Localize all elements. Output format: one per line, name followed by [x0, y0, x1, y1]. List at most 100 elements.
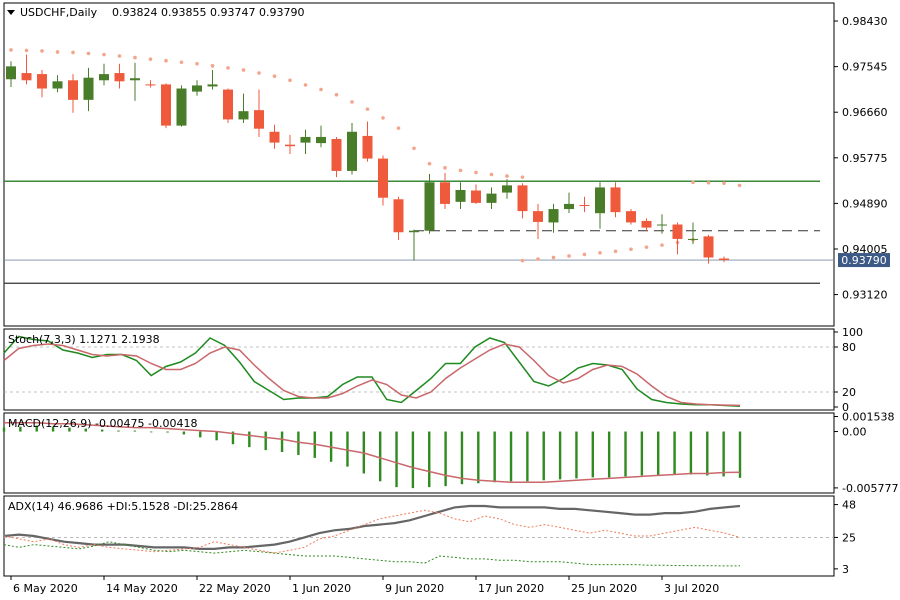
sar-dot	[613, 249, 618, 254]
sar-dot	[536, 257, 540, 261]
candle-body	[378, 158, 388, 198]
sar-dot	[55, 50, 60, 54]
sar-dot	[396, 126, 401, 130]
macd-bar	[477, 431, 480, 484]
macd-bar	[722, 431, 725, 477]
current-price-label: 0.93790	[841, 254, 887, 267]
sar-dot	[427, 161, 432, 166]
price-y-label: 0.94890	[842, 197, 888, 210]
candle	[145, 80, 156, 88]
candle	[192, 80, 202, 96]
macd-caption: MACD(12,26,9) -0.00475 -0.00418	[8, 417, 197, 430]
price-y-label: 0.98430	[842, 15, 888, 28]
date-x-axis: 6 May 2020 14 May 2020 22 May 2020 1 Jun 20…	[10, 576, 719, 595]
sar-dot	[257, 71, 261, 75]
stochastic-caption: Stoch(7,3,3) 1.1271 2.1938	[8, 333, 160, 346]
candle	[455, 182, 466, 210]
candle	[68, 74, 78, 113]
sar-dot	[489, 172, 494, 177]
macd-bar	[526, 431, 529, 482]
candle	[641, 218, 652, 232]
candle	[130, 62, 140, 101]
adx-caption: ADX(14) 46.9686 +DI:5.1528 -DI:25.2864	[8, 500, 238, 513]
macd-bar	[100, 429, 104, 432]
macd-bar	[575, 431, 578, 479]
candle	[502, 179, 512, 199]
macd-bar	[215, 431, 218, 441]
sar-dot	[71, 50, 75, 55]
price-horizontal-lines[interactable]	[4, 180, 834, 284]
adx-panel[interactable]: 48 25 3 ADX(14) 46.9686 +DI:5.1528 -DI:25.…	[3, 495, 856, 577]
adx-lines	[3, 504, 741, 567]
candle	[176, 85, 187, 127]
macd-bar	[411, 431, 415, 489]
sar-dot	[179, 60, 184, 65]
stochastic-signal-line	[3, 343, 741, 407]
stochastic-y-label: 100	[842, 326, 863, 339]
sar-dot	[567, 254, 571, 258]
candle-body	[68, 80, 78, 100]
macd-bar	[280, 431, 284, 453]
x-tick-label: 22 May 2020	[199, 582, 271, 595]
sar-dot	[334, 92, 339, 97]
candle-body	[6, 66, 16, 80]
candle-body	[83, 77, 94, 100]
sar-dot	[117, 54, 122, 58]
macd-bar	[68, 427, 71, 432]
macd-bar	[35, 425, 38, 432]
macd-bar	[591, 431, 594, 478]
price-panel[interactable]: 0.98430 0.97545 0.96660 0.95775 0.94890 0.940…	[3, 2, 890, 327]
stochastic-y-label: 80	[842, 341, 856, 354]
sar-dot	[86, 51, 91, 56]
macd-bar	[117, 430, 120, 432]
price-y-label: 0.96660	[842, 106, 888, 119]
candle-body	[130, 78, 140, 81]
macd-bar	[738, 431, 742, 478]
sar-dot	[381, 116, 385, 120]
candle-body	[269, 131, 280, 143]
candle-body	[533, 211, 543, 222]
candle	[300, 129, 311, 154]
sar-dot	[365, 107, 370, 111]
candle-body	[564, 203, 574, 210]
x-tick-label: 6 May 2020	[13, 582, 78, 595]
candle	[21, 54, 32, 85]
current-price-tag-bg	[838, 253, 890, 268]
sar-dot	[505, 174, 509, 178]
x-tick-label: 9 Jun 2020	[385, 582, 444, 595]
stochastic-y-axis: 100 80 20 0	[834, 326, 863, 414]
macd-bar	[84, 428, 87, 432]
candle-body	[409, 230, 419, 233]
sar-dot	[412, 146, 416, 151]
candle-body	[440, 182, 450, 204]
candle-body	[254, 110, 264, 129]
candle-body	[517, 185, 528, 212]
candle	[378, 155, 388, 206]
candle-body	[688, 238, 698, 240]
candle-body	[99, 74, 109, 81]
sar-dot	[319, 87, 323, 92]
sar-dot	[350, 100, 354, 104]
macd-bar	[428, 431, 431, 488]
x-tick-label: 14 May 2020	[106, 582, 178, 595]
candle-body	[362, 135, 373, 159]
macd-bar	[673, 431, 676, 475]
macd-bar	[297, 431, 300, 455]
sar-dot	[443, 166, 447, 170]
stochastic-panel[interactable]: 100 80 20 0 Stoch(7,3,3) 1.1271 2.1938	[3, 326, 863, 414]
macd-panel[interactable]: 0.001538 0.00 -0.005777 MACD(12,26,9) -0.0…	[2, 411, 899, 495]
x-tick-label: 25 Jun 2020	[571, 582, 637, 595]
candle-body	[347, 131, 357, 171]
adx-minus-di-line	[3, 541, 741, 567]
candle	[238, 93, 249, 124]
macd-bar	[19, 426, 22, 432]
sar-dot	[520, 175, 525, 179]
macd-bar	[166, 431, 169, 433]
triangle-down-icon[interactable]	[7, 10, 15, 15]
macd-panel-frame	[3, 412, 835, 494]
macd-bar	[460, 431, 464, 485]
chart-header: USDCHF,Daily 0.93824 0.93855 0.93747 0.9…	[7, 6, 304, 19]
price-panel-frame	[3, 2, 835, 327]
symbol-caption: USDCHF,Daily	[20, 6, 98, 19]
